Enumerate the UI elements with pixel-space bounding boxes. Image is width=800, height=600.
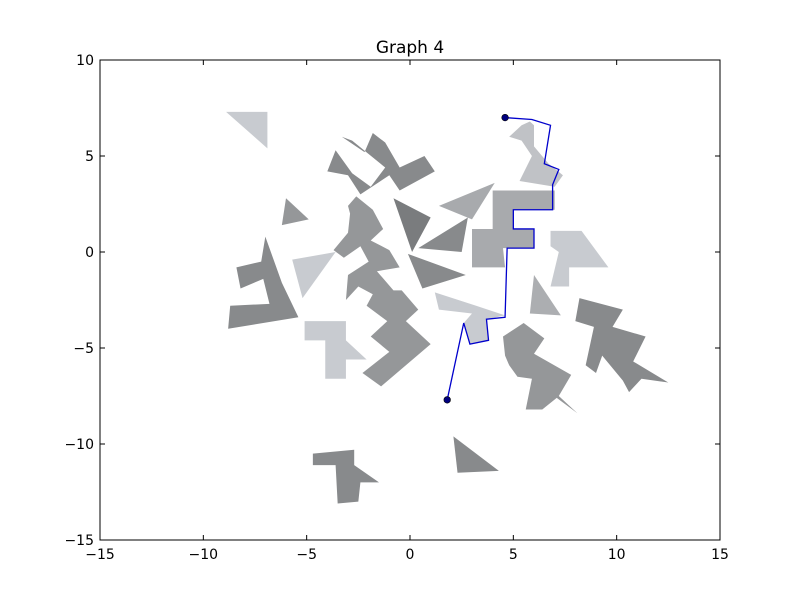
obstacle-5 (333, 196, 431, 387)
obstacle-17 (503, 323, 578, 414)
obstacle-8 (418, 217, 468, 252)
path-line (446, 116, 560, 400)
x-tick-label: −5 (296, 547, 317, 563)
axis-ticks: −15 −10 −5 0 5 10 15 −15 −10 −5 0 5 10 (64, 53, 728, 563)
x-tick-label: 0 (406, 547, 415, 563)
x-tick-label: 5 (509, 547, 518, 563)
x-tick-label: 15 (711, 547, 729, 563)
obstacle-7 (438, 182, 495, 220)
obstacle-11 (228, 236, 299, 329)
start-point (443, 396, 451, 404)
obstacle-3 (509, 121, 563, 187)
obstacle-18 (304, 321, 367, 379)
obstacle-15 (529, 275, 561, 316)
obstacle-10 (550, 230, 609, 287)
path-layer (443, 113, 560, 404)
chart-title: Graph 4 (376, 38, 444, 58)
obstacle-1 (226, 111, 268, 149)
y-tick-label: 0 (85, 245, 94, 261)
y-tick-label: −10 (64, 437, 94, 453)
obstacle-shapes (226, 111, 669, 504)
obstacle-13 (407, 253, 466, 289)
x-tick-label: −10 (189, 547, 219, 563)
obstacle-12 (292, 252, 336, 299)
y-tick-label: −5 (73, 341, 94, 357)
x-tick-label: −15 (85, 547, 115, 563)
y-tick-label: −15 (64, 533, 94, 549)
obstacle-16 (575, 298, 669, 393)
y-tick-label: 10 (76, 53, 94, 69)
end-point (501, 113, 509, 122)
y-tick-label: 5 (85, 149, 94, 165)
obstacle-4 (281, 198, 309, 226)
obstacle-19 (312, 449, 379, 504)
obstacle-2 (327, 132, 435, 195)
x-tick-label: 10 (608, 547, 626, 563)
obstacle-6 (393, 198, 431, 252)
obstacle-20 (453, 436, 499, 473)
